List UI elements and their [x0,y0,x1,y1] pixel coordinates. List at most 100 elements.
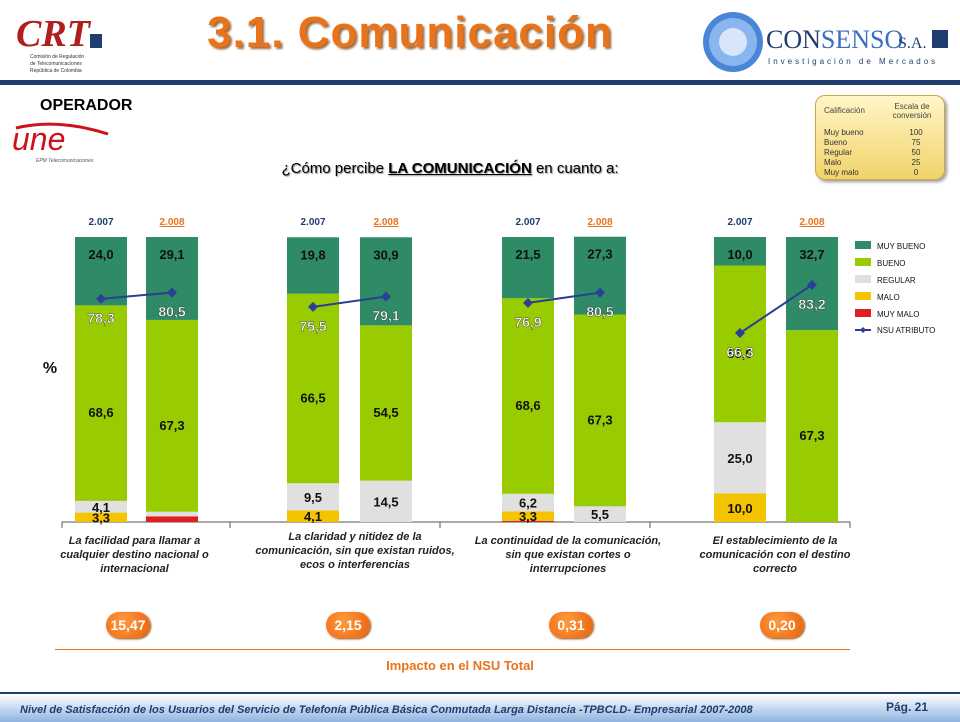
consenso-logo: CONSENSO S.A. Investigación de Mercados [700,8,950,76]
scale-row-label: Muy bueno [824,128,864,137]
impact-divider [55,649,850,650]
une-logo: une EPM Telecomunicaciones [8,120,118,166]
bar-segment-malo [502,511,554,521]
nsu-line [739,284,813,334]
bar-value-label: 55,0 [727,346,752,361]
scale-row: Regular 50 [824,148,936,159]
scale-legend: Calificación Escala de conversión Muy bu… [815,95,945,180]
bar-value-label: 3,3 [519,509,537,524]
scale-row-value: 0 [913,168,919,177]
crt-wordmark: CRT [16,13,92,55]
category-label: La claridad y nitidez de la comunicación… [255,531,455,571]
scale-col2: Escala de conversión [892,102,932,120]
bar-segment-muy-bueno [714,237,766,266]
bar-segment-muy-bueno [502,237,554,299]
bar-value-label: 4,1 [304,509,322,524]
footer-bar [0,692,960,722]
scale-row-value: 50 [911,148,921,157]
legend-entry: NSU ATRIBUTO [877,326,935,335]
legend-swatch [855,309,871,317]
page-number: Pág. 21 [886,700,929,714]
year-label: 2.007 [727,217,752,228]
bar-value-label: 66,5 [300,390,325,405]
bar-value-label: 27,3 [587,247,612,262]
crt-sub1: Comisión de Regulación [30,54,84,60]
bar-segment-muy-bueno [360,237,412,326]
scale-row-label: Muy malo [824,168,859,177]
nsu-point [735,328,745,339]
impact-bubble: 0,20 [760,612,804,638]
scale-row-label: Regular [824,148,853,157]
consenso-wordmark-b: SENSO [821,25,903,54]
nsu-value-label: 79,1 [372,308,399,324]
bar-segment-bueno [574,314,626,507]
nsu-point [308,301,318,312]
year-label: 2.007 [88,217,113,228]
nsu-point [381,291,391,302]
bar-value-label: 19,8 [300,247,325,262]
bar-segment-malo [287,510,339,522]
nsu-point [523,297,533,308]
header-divider [0,80,960,85]
consenso-suffix: S.A. [898,35,926,52]
bar-segment-bueno [75,305,127,501]
bar-segment-bueno [360,325,412,481]
year-label: 2.007 [300,217,325,228]
category-label: La facilidad para llamar a cualquier des… [60,535,209,575]
footer-text: Nivel de Satisfacción de los Usuarios de… [20,704,753,716]
bar-value-label: 5,5 [591,507,609,522]
scale-row: Muy bueno 100 [824,128,936,139]
scale-row: Malo 25 [824,158,936,169]
bar-value-label: 6,2 [519,496,537,511]
legend-entry: MUY MALO [877,310,920,319]
nsu-point [167,287,177,298]
scale-row-label: Malo [824,158,842,167]
bar-value-label: 25,0 [727,451,752,466]
bar-value-label: 54,5 [373,405,398,420]
bar-segment-regular [360,480,412,522]
bar-value-label: 21,5 [515,247,540,262]
category-label: El establecimiento de la comunicación co… [699,535,851,575]
nsu-value-label: 83,2 [798,296,825,312]
bar-segment-regular [75,500,127,513]
operator-label: OPERADOR [40,97,133,114]
page-title: 3.1. Comunicación [207,8,613,57]
legend-swatch [855,275,871,283]
year-label: 2.007 [515,217,540,228]
bar-segment-muy-bueno [146,237,198,320]
scale-row-label: Bueno [824,138,848,147]
bar-value-label: 10,0 [727,247,752,262]
nsu-value-label: 76,9 [514,314,541,330]
impact-bubble: 0,31 [549,612,593,638]
impact-label: Impacto en el NSU Total [386,658,534,673]
scale-row-value: 25 [911,158,921,167]
legend-entry: BUENO [877,259,905,268]
crt-sub2: de Telecomunicaciones [30,61,82,67]
bar-value-label: 30,9 [373,247,398,262]
legend-entry: REGULAR [877,276,916,285]
scale-row: Muy malo 0 [824,168,936,179]
impact-bubble: 15,47 [106,612,150,638]
nsu-line [527,291,601,304]
nsu-value-label: 80,5 [158,304,185,320]
year-label: 2.008 [799,217,824,228]
year-label: 2.008 [159,217,184,228]
bar-value-label: 68,6 [88,405,113,420]
scale-row-value: 100 [909,128,923,137]
legend-swatch [855,258,871,266]
bar-value-label: 3,3 [92,510,110,525]
bar-segment-bueno [287,293,339,484]
bar-value-label: 9,5 [304,490,322,505]
bar-segment-bueno [146,319,198,512]
impact-bubble: 2,15 [326,612,370,638]
nsu-value-label: 75,5 [299,318,326,334]
scale-col1: Calificación [824,106,865,115]
bar-segment-regular [287,483,339,511]
bar-segment-muy-malo [502,520,554,522]
scale-row: Bueno 75 [824,138,936,149]
bar-value-label: 32,7 [799,247,824,262]
scale-row-value: 75 [911,138,921,147]
bar-value-label: 67,3 [799,428,824,443]
bar-segment-regular [574,506,626,522]
crt-logo: CRT Comisión de Regulación de Telecomuni… [12,10,112,78]
